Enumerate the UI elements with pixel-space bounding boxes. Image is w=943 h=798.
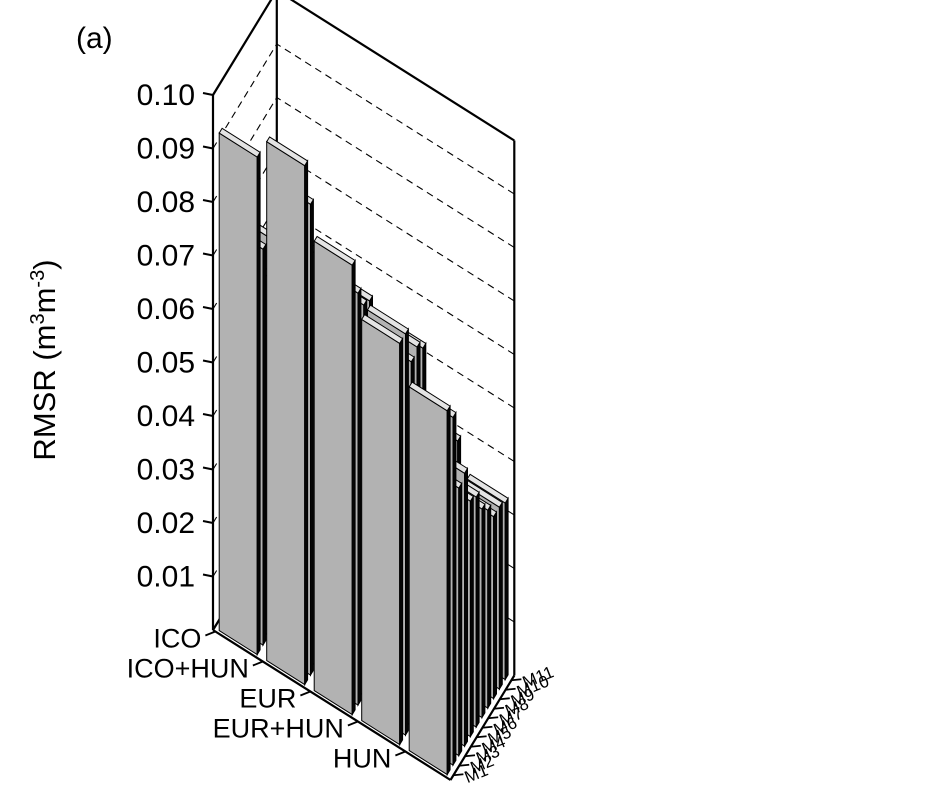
bar-side-face [452,410,457,767]
gridline [212,0,515,141]
x-tick-mark [252,660,264,667]
bar-front-face [266,140,306,686]
z-tick-mark [202,145,214,150]
bar-front-face [408,385,448,776]
bar-side-face [357,286,362,707]
y-tick-mark [476,735,487,739]
bar-side-face [504,496,509,682]
x-category-label: HUN [333,744,392,774]
bar [408,381,451,777]
bar-side-face [458,481,463,758]
top-left-edge [212,0,273,96]
z-tick-mark [202,413,214,417]
bar-top-face [266,136,309,167]
gridline [212,43,515,195]
bar-side-face [481,502,486,720]
bar-top-face [313,235,356,266]
z-tick-mark [202,573,214,578]
x-tick-mark [300,690,311,697]
top-back-edge [289,0,515,142]
bar-side-face [399,336,404,747]
bar [218,127,261,657]
bar-top-face [366,304,410,335]
x-category-label: ICO [153,624,201,654]
z-tick-label: 0.02 [137,507,195,540]
z-tick-label: 0.04 [137,400,195,433]
bars [218,127,509,777]
bar-front-face [313,240,353,716]
bar [361,313,404,747]
z-tick-mark [202,466,214,471]
bar [266,136,309,687]
bar-top-face [408,381,451,412]
bar-side-face [498,500,503,691]
z-tick-label: 0.03 [137,454,195,487]
z-tick-label: 0.01 [137,561,195,594]
y-tick-mark [464,754,476,758]
z-tick-label: 0.10 [137,79,195,112]
bar [313,235,356,717]
bar-side-face [351,258,356,717]
y-tick-mark [453,773,464,777]
x-category-label: ICO+HUN [127,654,249,684]
bar-side-face [469,494,474,739]
bar-front-face [218,132,258,656]
bar-front-face [361,318,401,746]
bar-side-face [493,510,497,701]
bar-side-face [446,404,451,777]
x-tick-mark [347,720,359,727]
y-tick-mark [488,716,499,720]
bar-side-face [304,159,309,687]
bar-top-face [218,127,261,158]
y-tick-mark [459,763,470,767]
z-tick-mark [202,359,214,364]
bar-side-face [475,490,480,729]
bar-side-face [310,197,314,677]
y-tick-mark [505,687,516,691]
panel-label: (a) [76,22,113,55]
z-tick-mark [202,306,214,310]
z-tick-mark [202,520,214,524]
bar-top-face [361,313,404,345]
z-tick-mark [202,92,214,96]
z-tick-label: 0.09 [137,133,195,166]
x-tick-mark [205,630,216,637]
bar-side-face [464,466,468,748]
x-tick-mark [395,750,406,757]
x-category-label: EUR+HUN [213,714,344,744]
bar-side-face [405,327,409,737]
x-category-label: EUR [239,684,296,714]
z-tick-mark [202,252,214,257]
bar-side-face [262,242,267,647]
z-tick-label: 0.07 [137,240,195,273]
floor-front-edge [212,629,452,781]
y-tick-mark [470,744,481,748]
z-axis-ticks: 0.01 0.02 0.03 0.04 0.05 0.06 0.07 0.08 0.09 0.10 [137,79,214,594]
z-tick-label: 0.06 [137,293,195,326]
y-tick-mark [511,678,522,682]
bar-side-face [487,503,492,710]
z-tick-label: 0.08 [137,186,195,219]
z-tick-mark [202,199,214,203]
y-tick-mark [493,706,505,710]
bar-top-face [466,473,509,504]
bar-side-face [256,150,261,657]
z-axis-title: RMSR (m3m-3) [27,259,62,460]
z-tick-label: 0.05 [137,347,195,380]
y-tick-mark [499,697,510,701]
y-tick-mark [482,725,493,729]
